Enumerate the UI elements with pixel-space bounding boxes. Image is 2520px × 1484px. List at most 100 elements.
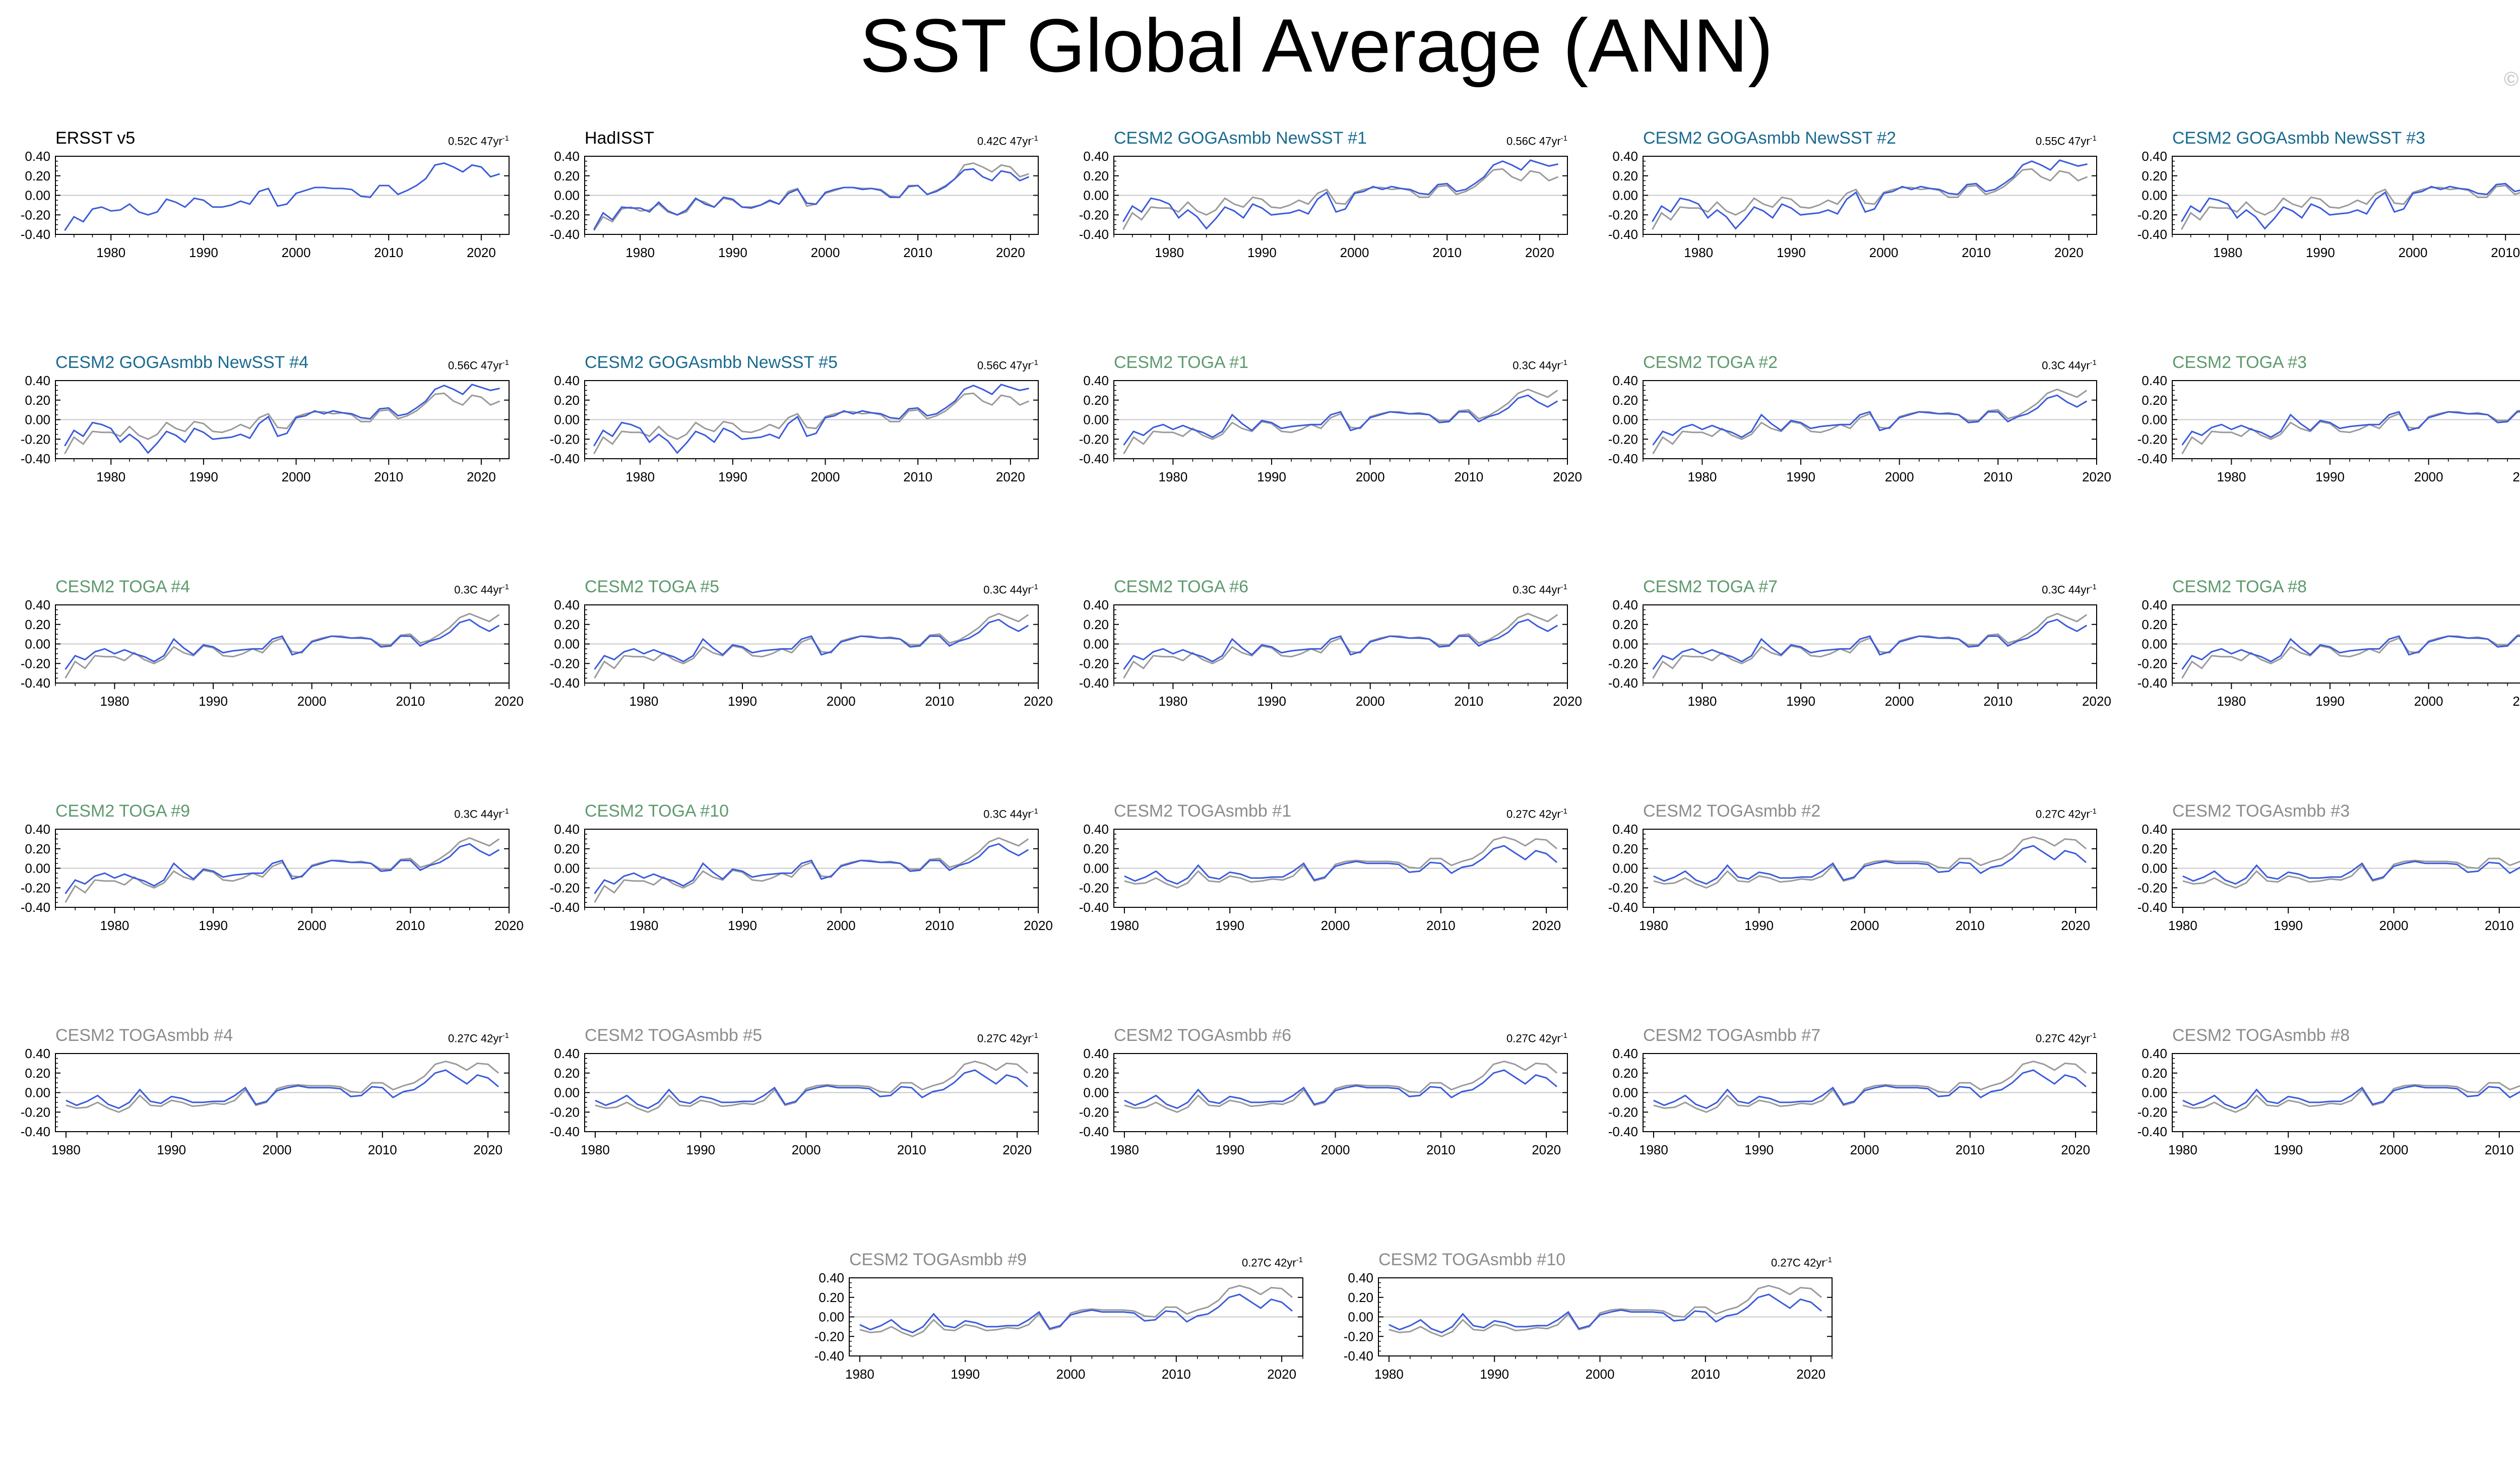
y-tick-label: -0.40	[2137, 1124, 2167, 1139]
trend-text: 0.56C 47yr	[1506, 135, 1561, 148]
reference-series-line	[1124, 836, 1558, 889]
y-tick-label: -0.20	[21, 207, 50, 222]
trend-exponent: -1	[502, 583, 509, 591]
line-chart-panel: 0.400.200.00-0.20-0.40198019902000201020…	[2137, 822, 2520, 933]
x-tick-label: 1980	[100, 918, 129, 933]
reference-series-line	[2181, 184, 2520, 230]
primary-series-line	[65, 843, 500, 894]
x-tick-label: 1990	[1744, 1142, 1774, 1157]
y-tick-label: 0.00	[1083, 1085, 1109, 1100]
panel-title: CESM2 TOGAsmbb #3	[2172, 801, 2350, 821]
trend-exponent: -1	[1560, 358, 1567, 367]
x-tick-label: 1990	[951, 1367, 980, 1382]
y-tick-label: 0.00	[1612, 412, 1638, 427]
y-tick-label: -0.20	[1079, 656, 1109, 671]
x-tick-label: 2020	[1532, 1142, 1561, 1157]
y-tick-label: -0.20	[21, 880, 50, 895]
trend-exponent: -1	[2090, 358, 2097, 367]
trend-text: 0.42C 47yr	[977, 135, 1032, 148]
panel-title: CESM2 TOGA #5	[585, 577, 720, 596]
panel-title: ERSST v5	[55, 129, 136, 148]
x-tick-label: 2000	[1340, 245, 1369, 260]
y-tick-label: 0.40	[1083, 597, 1109, 612]
panel-trend-label: 0.27C 42yr-1	[358, 1031, 509, 1045]
x-tick-label: 1990	[718, 469, 747, 484]
x-tick-label: 2000	[2414, 694, 2443, 709]
y-tick-label: -0.20	[1608, 656, 1638, 671]
panel-trend-label: 0.3C 44yr-1	[2475, 583, 2520, 596]
x-tick-label: 1980	[1687, 694, 1717, 709]
y-tick-label: 0.00	[2141, 412, 2167, 427]
reference-series-line	[2181, 634, 2520, 679]
x-tick-label: 2010	[1162, 1367, 1191, 1382]
x-tick-label: 1980	[2217, 469, 2246, 484]
x-tick-label: 1980	[581, 1142, 610, 1157]
x-tick-label: 2000	[282, 469, 311, 484]
trend-exponent: -1	[502, 134, 509, 143]
trend-exponent: -1	[2090, 1031, 2097, 1040]
x-tick-label: 1990	[1786, 469, 1815, 484]
trend-exponent: -1	[1031, 134, 1038, 143]
y-tick-label: -0.20	[1608, 880, 1638, 895]
x-tick-label: 1990	[1257, 469, 1286, 484]
x-tick-label: 2000	[827, 694, 856, 709]
x-tick-label: 1990	[1215, 918, 1244, 933]
x-tick-label: 2000	[297, 694, 327, 709]
reference-series-line	[1652, 612, 2088, 679]
reference-series-line	[593, 162, 1030, 231]
reference-series-line	[593, 392, 1030, 455]
y-tick-label: -0.40	[550, 451, 580, 466]
primary-series-line	[1124, 1069, 1558, 1109]
x-tick-label: 2020	[2082, 694, 2111, 709]
y-tick-label: 0.20	[2141, 393, 2167, 408]
x-tick-label: 2010	[1962, 245, 1991, 260]
trend-text: 0.27C 42yr	[2036, 808, 2090, 821]
panel-trend-label: 0.56C 47yr-1	[2475, 134, 2520, 148]
x-tick-label: 2020	[1267, 1367, 1296, 1382]
y-tick-label: 0.40	[554, 597, 580, 612]
x-tick-label: 1990	[1777, 245, 1806, 260]
y-tick-label: 0.00	[1083, 637, 1109, 652]
line-chart-panel: 0.400.200.00-0.20-0.40198019902000201020…	[2137, 373, 2520, 484]
y-tick-label: -0.40	[1608, 675, 1638, 691]
panel-trend-label: 0.52C 47yr-1	[358, 134, 509, 148]
x-tick-label: 1990	[1786, 694, 1815, 709]
x-tick-label: 1980	[1155, 245, 1184, 260]
primary-series-line	[2182, 1085, 2520, 1109]
y-tick-label: 0.00	[1083, 188, 1109, 203]
primary-series-line	[2182, 860, 2520, 885]
primary-series-line	[1124, 845, 1558, 885]
y-tick-label: 0.20	[1612, 393, 1638, 408]
x-tick-label: 1980	[2168, 918, 2197, 933]
x-tick-label: 2010	[396, 694, 425, 709]
y-tick-label: 0.00	[2141, 861, 2167, 876]
x-tick-label: 1980	[1687, 469, 1717, 484]
y-tick-label: -0.20	[550, 880, 580, 895]
y-tick-label: -0.40	[2137, 900, 2167, 915]
y-tick-label: 0.00	[25, 1085, 50, 1100]
trend-text: 0.3C 44yr	[2042, 583, 2090, 596]
x-tick-label: 2020	[996, 245, 1025, 260]
trend-text: 0.27C 42yr	[977, 1032, 1032, 1045]
panel-trend-label: 0.42C 47yr-1	[887, 134, 1038, 148]
y-tick-label: 0.00	[818, 1310, 844, 1325]
y-tick-label: -0.40	[2137, 675, 2167, 691]
y-tick-label: 0.40	[554, 1046, 580, 1061]
x-tick-label: 1980	[629, 918, 658, 933]
x-tick-label: 2000	[811, 245, 840, 260]
trend-exponent: -1	[1560, 1031, 1567, 1040]
primary-series-line	[594, 843, 1029, 894]
x-tick-label: 1980	[100, 694, 129, 709]
x-tick-label: 1990	[157, 1142, 186, 1157]
y-tick-label: -0.40	[1079, 900, 1109, 915]
y-tick-label: 0.20	[25, 1066, 50, 1081]
panel-trend-label: 0.56C 47yr-1	[1416, 134, 1567, 148]
y-tick-label: 0.00	[554, 861, 580, 876]
panel-trend-label: 0.3C 44yr-1	[887, 807, 1038, 821]
